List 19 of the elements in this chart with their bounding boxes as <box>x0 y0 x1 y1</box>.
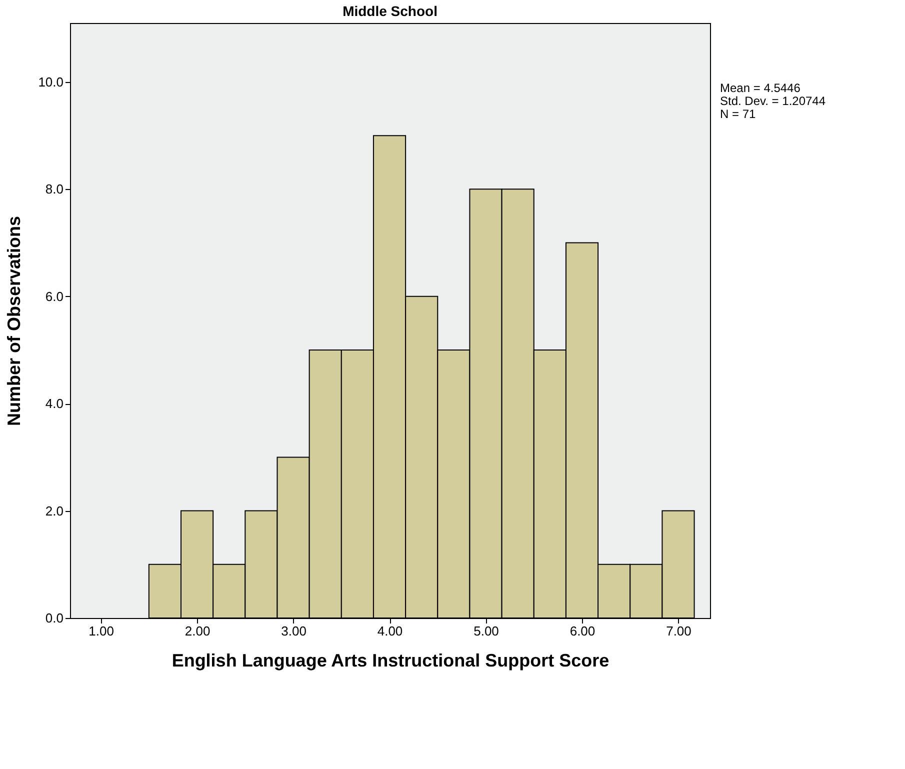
y-tick-label: 2.0 <box>45 503 64 518</box>
x-tick-label: 3.00 <box>281 624 306 638</box>
text: Mean = 4.5446 <box>720 81 801 95</box>
y-tick-label: 0.0 <box>45 610 64 626</box>
text: Std. Dev. = 1.20744 <box>720 94 826 108</box>
chart-title: Middle School <box>342 3 438 19</box>
x-tick-label: 2.00 <box>184 624 210 638</box>
x-tick-label: 6.00 <box>570 624 596 638</box>
y-tick-label: 8.0 <box>45 182 64 197</box>
x-axis-title: English Language Arts Instructional Support Score <box>172 650 610 670</box>
x-tick-label: 1.00 <box>88 624 114 638</box>
x-tick-label: 4.00 <box>377 624 403 638</box>
x-tick-label: 7.00 <box>666 624 692 638</box>
y-tick-label: 4.0 <box>45 396 64 412</box>
text: N = 71 <box>720 107 756 121</box>
y-tick-label: 10.0 <box>38 74 64 90</box>
y-tick-label: 6.0 <box>45 288 64 304</box>
y-axis-title: Number of Observations <box>4 216 24 426</box>
x-tick-label: 5.00 <box>474 624 499 638</box>
